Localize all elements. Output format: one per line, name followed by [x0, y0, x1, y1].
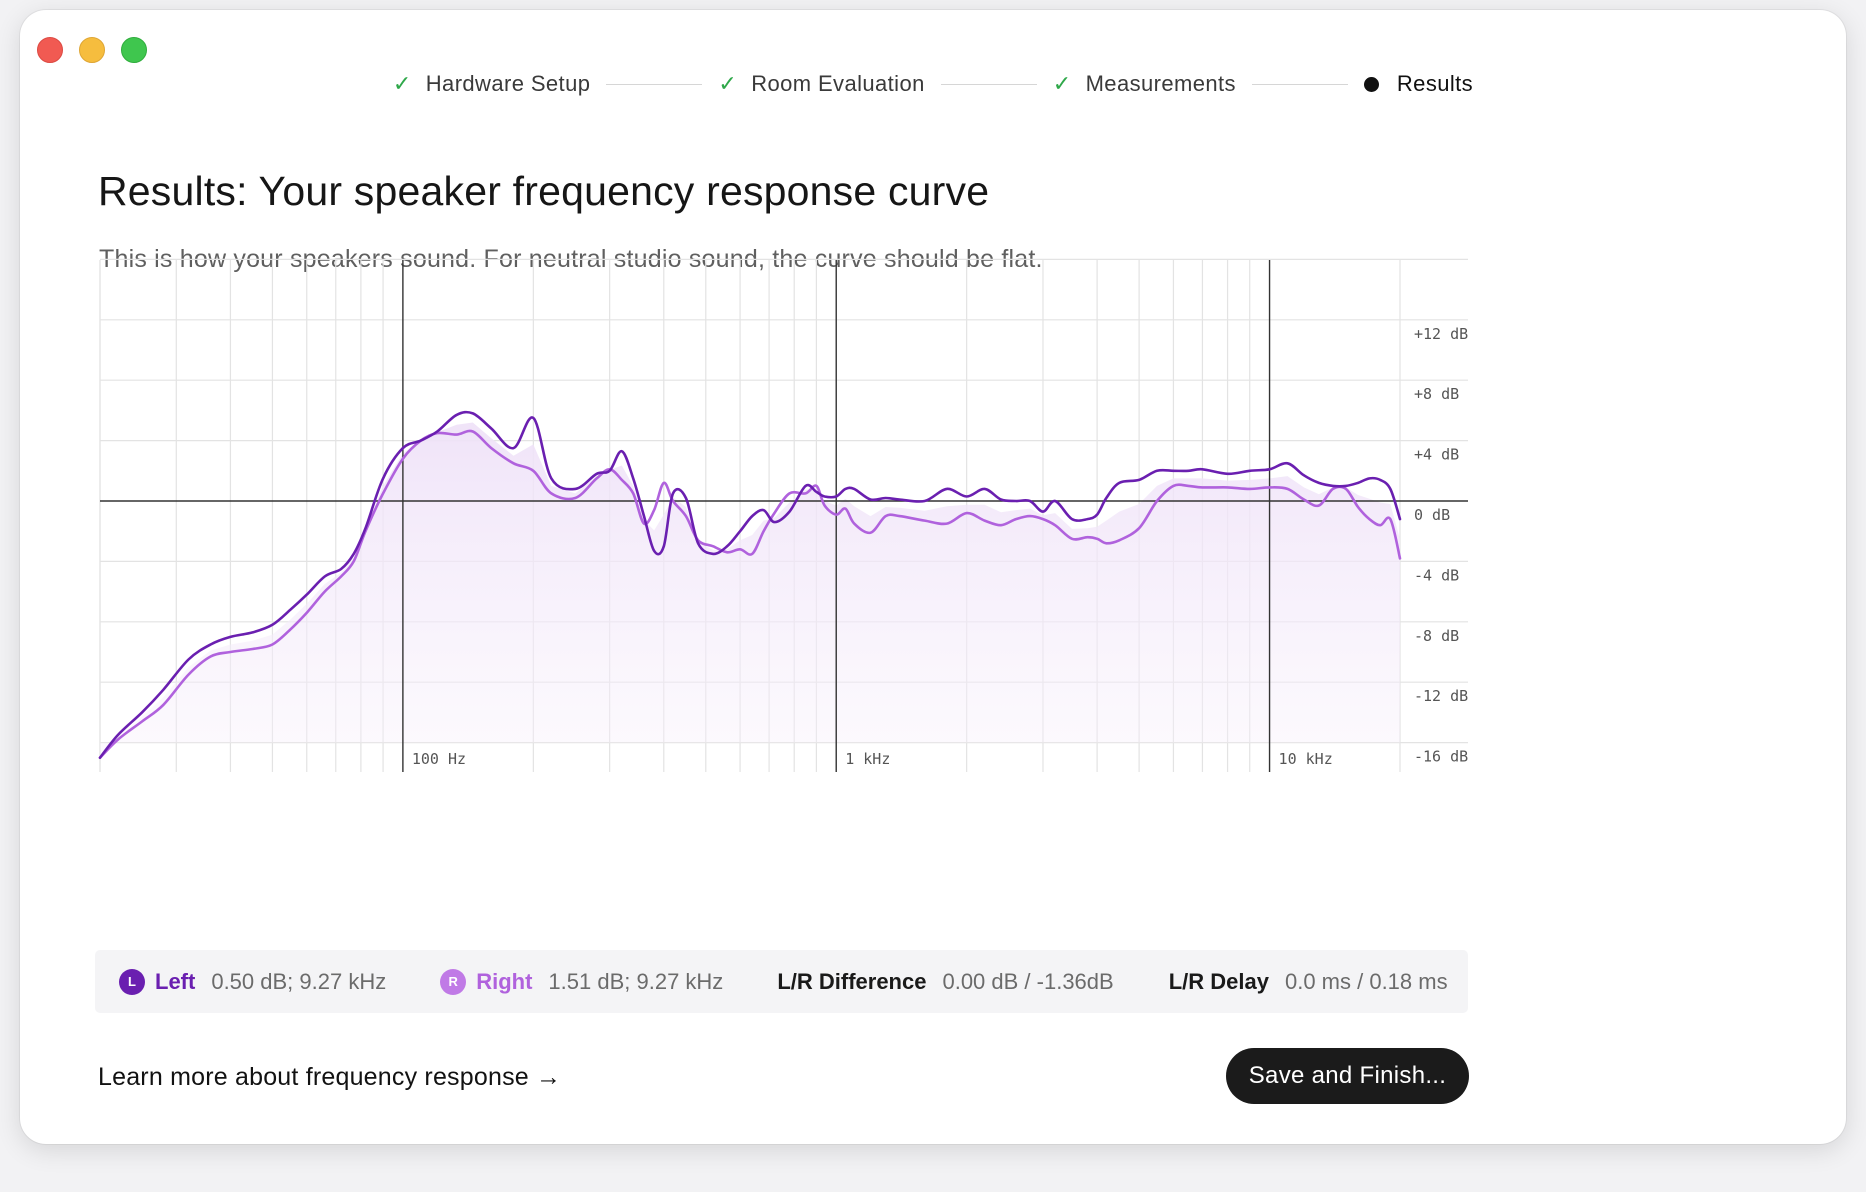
lr-delay-readout: L/R Delay 0.0 ms / 0.18 ms [1169, 969, 1448, 995]
y-tick-label: +8 dB [1414, 385, 1459, 403]
y-tick-label: -4 dB [1414, 566, 1459, 584]
response-fill-area [100, 422, 1400, 758]
left-channel-curve [98, 410, 1402, 759]
checkmark-icon: ✓ [718, 71, 738, 96]
lr-delay-label: L/R Delay [1168, 968, 1269, 994]
y-tick-label: -16 dB [1414, 748, 1468, 766]
left-channel-value: 0.50 dB; 9.27 kHz [211, 968, 387, 994]
x-tick-label: 100 Hz [412, 750, 466, 768]
right-channel-badge: R [440, 968, 467, 995]
close-button[interactable] [37, 37, 63, 63]
save-and-finish-button[interactable]: Save and Finish... [1226, 1048, 1469, 1104]
minimize-button[interactable] [79, 37, 105, 63]
left-channel-badge: L [119, 968, 145, 995]
step-connector [940, 83, 1037, 85]
checkmark-icon: ✓ [1052, 71, 1072, 96]
step-connector [1251, 83, 1348, 85]
step-room-evaluation: ✓ Room Evaluation [718, 71, 924, 97]
wizard-stepper: ✓ Hardware Setup ✓ Room Evaluation ✓ Mea… [0, 66, 1866, 102]
y-tick-label: +12 dB [1414, 325, 1468, 343]
maximize-button[interactable] [121, 37, 147, 63]
page-title: Results: Your speaker frequency response… [98, 168, 990, 214]
lr-delay-value: 0.0 ms / 0.18 ms [1284, 968, 1448, 994]
left-channel-label: Left [155, 968, 196, 994]
step-hardware-setup: ✓ Hardware Setup [393, 71, 590, 97]
right-readout: R Right 1.51 dB; 9.27 kHz [440, 968, 724, 995]
lr-difference-readout: L/R Difference 0.00 dB / -1.36dB [777, 969, 1113, 995]
current-step-dot-icon [1363, 76, 1379, 92]
left-readout: L Left 0.50 dB; 9.27 kHz [119, 968, 387, 995]
x-tick-label: 1 kHz [845, 750, 890, 768]
right-channel-value: 1.51 dB; 9.27 kHz [548, 968, 724, 994]
step-connector [606, 83, 703, 85]
y-tick-label: -8 dB [1414, 627, 1459, 645]
y-tick-label: +4 dB [1414, 446, 1459, 464]
step-measurements: ✓ Measurements [1053, 71, 1236, 97]
step-label: Room Evaluation [751, 71, 925, 96]
measurement-readout-bar: L Left 0.50 dB; 9.27 kHz R Right 1.51 dB… [95, 950, 1468, 1013]
window-controls [37, 37, 147, 63]
learn-more-link[interactable]: Learn more about frequency response → [98, 1063, 562, 1091]
lr-difference-label: L/R Difference [777, 968, 927, 994]
checkmark-icon: ✓ [392, 71, 412, 96]
step-label: Hardware Setup [425, 71, 591, 96]
x-tick-label: 10 kHz [1279, 750, 1333, 768]
lr-difference-value: 0.00 dB / -1.36dB [942, 968, 1114, 994]
step-results: Results [1363, 71, 1474, 97]
y-tick-label: -12 dB [1414, 687, 1468, 705]
step-label: Results [1396, 71, 1474, 96]
step-label: Measurements [1085, 71, 1236, 96]
y-tick-label: 0 dB [1414, 506, 1450, 524]
right-channel-label: Right [476, 968, 533, 994]
